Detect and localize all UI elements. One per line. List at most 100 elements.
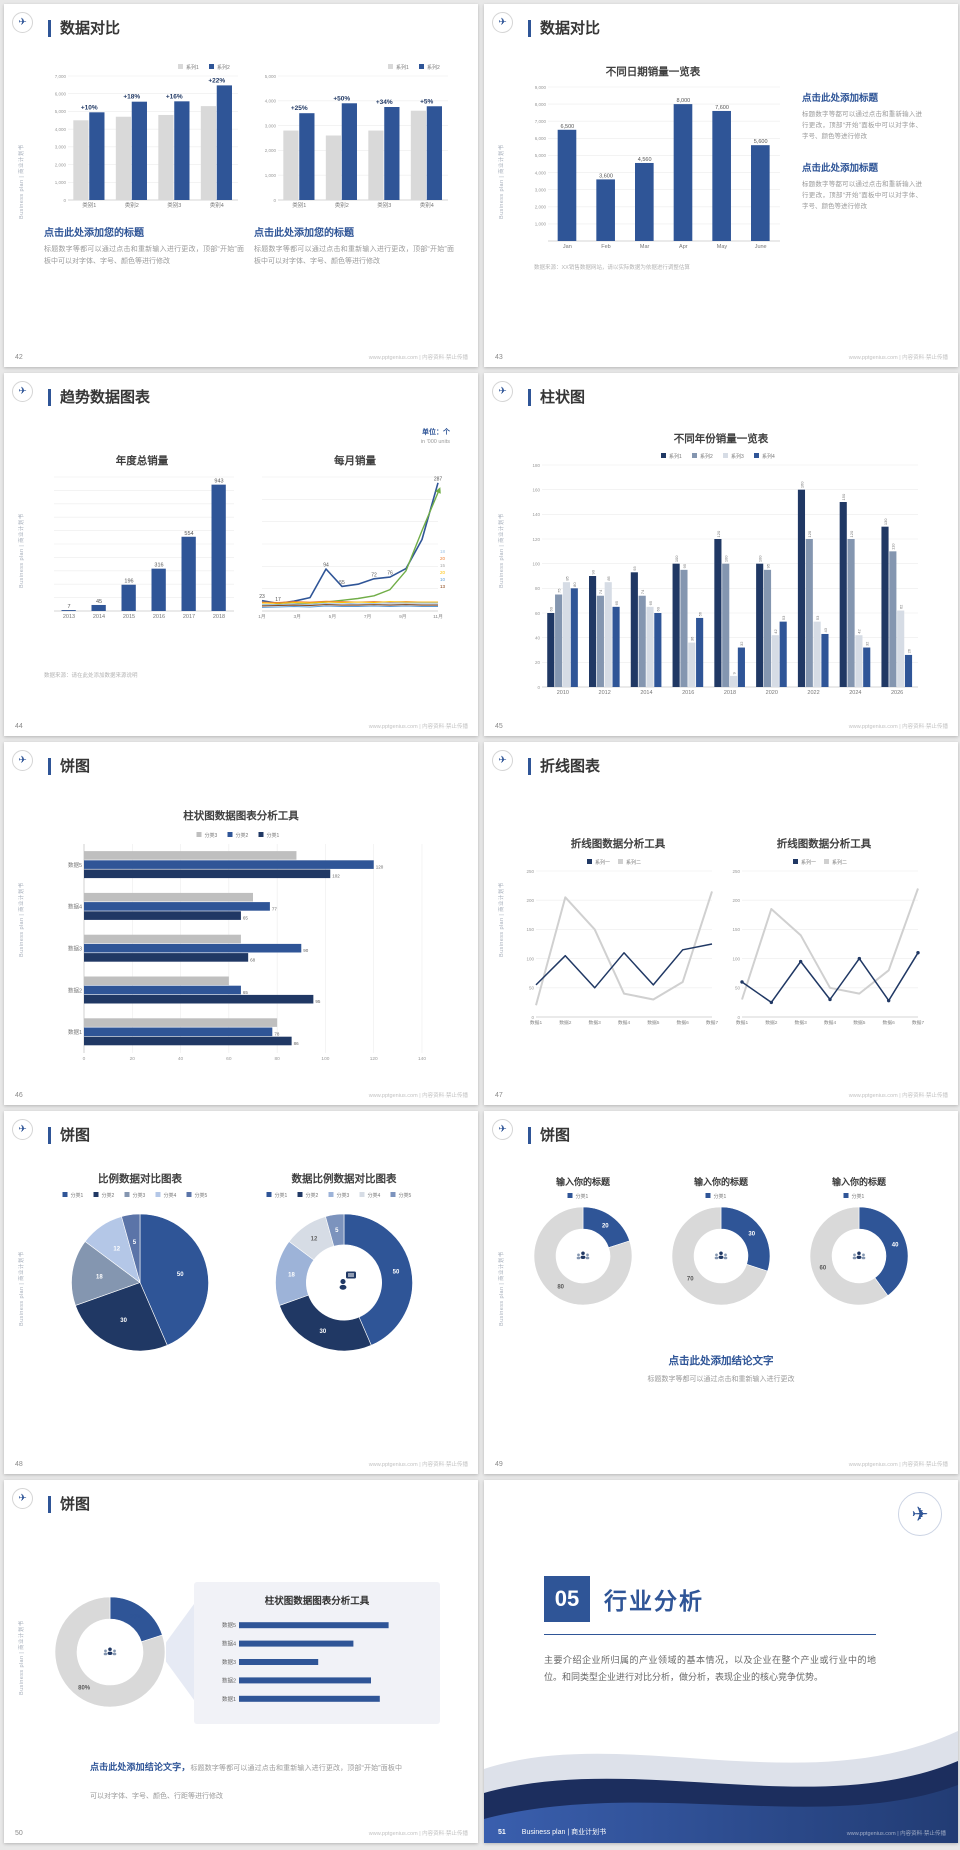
page-number: 48 [15,1461,23,1468]
svg-text:90: 90 [303,948,309,953]
slide-50[interactable]: ✈ Business plan | 商业计划书 饼图 20% 80% 柱状图数据图… [4,1480,478,1843]
slide-48[interactable]: ✈ Business plan | 商业计划书 饼图 比例数据对比图表 分类1 分… [4,1111,478,1474]
svg-text:2013: 2013 [63,614,75,620]
svg-text:系列2: 系列2 [217,64,230,71]
slide-46[interactable]: ✈ Business plan | 商业计划书 饼图 柱状图数据图表分析工具 分… [4,742,478,1105]
pie-chart: 分类1 分类2 分类3 分类4 分类5 50 30 18 12 5 [40,1190,240,1365]
svg-text:2017: 2017 [183,614,195,620]
svg-text:160: 160 [799,481,804,488]
slide-45[interactable]: ✈ Business plan | 商业计划书 柱状图 不同年份销量一览表 系列… [484,373,958,736]
sidebar-watermark: Business plan | 商业计划书 [499,144,505,219]
page-title: 趋势数据图表 [48,389,150,407]
svg-text:100: 100 [526,956,534,961]
brand-logo: ✈ [12,750,33,771]
svg-text:100: 100 [732,956,740,961]
svg-text:分类1: 分类1 [267,832,280,839]
donut-column: 输入你的标题 分类1 40 60 [790,1175,928,1311]
conclusion-paragraph: 点击此处添加结论文字，标题数字等都可以通过点击和重新输入进行更改，顶部“开始”面… [90,1752,402,1808]
svg-text:类别1: 类别1 [82,201,96,209]
svg-text:90: 90 [590,569,595,574]
svg-text:分类3: 分类3 [337,1192,350,1199]
svg-text:250: 250 [732,869,740,874]
svg-text:65: 65 [614,600,619,605]
svg-text:Apr: Apr [679,244,688,250]
svg-text:200: 200 [526,898,534,903]
slide-42[interactable]: ✈ Business plan | 商业计划书 数据对比 系列1 系列2 7,000… [4,4,478,367]
svg-text:100: 100 [674,555,679,562]
svg-text:120: 120 [370,1056,378,1062]
svg-text:2024: 2024 [849,690,861,696]
svg-text:分类4: 分类4 [368,1192,381,1199]
svg-text:93: 93 [632,566,637,571]
svg-text:5: 5 [335,1228,339,1234]
svg-text:数据5: 数据5 [68,861,82,869]
page-title: 饼图 [48,758,90,776]
svg-text:数据2: 数据2 [765,1019,778,1026]
slide-43[interactable]: ✈ Business plan | 商业计划书 数据对比 不同日期销量一览表 9… [484,4,958,367]
svg-text:5月: 5月 [329,614,336,620]
chart-title: 比例数据对比图表 [98,1173,182,1185]
svg-text:86: 86 [294,1041,300,1046]
svg-text:100: 100 [532,561,540,566]
svg-text:50: 50 [177,1272,184,1278]
page-title: 饼图 [48,1127,90,1145]
analysis-panel: 柱状图数据图表分析工具 数据5 数据4 数据3 数据2 数据1 [194,1582,440,1724]
slide-49[interactable]: ✈ Business plan | 商业计划书 饼图 输入你的标题 分类1 20 8… [484,1111,958,1474]
footer-site: www.pptgenius.com | 内容资料·禁止传播 [848,1093,948,1099]
svg-text:0: 0 [537,685,540,690]
svg-text:分类1: 分类1 [852,1193,865,1200]
svg-text:250: 250 [526,869,534,874]
svg-text:系列1: 系列1 [396,64,409,71]
svg-text:系列1: 系列1 [186,64,199,71]
svg-text:554: 554 [184,531,193,537]
footer-site: www.pptgenius.com | 内容资料·禁止传播 [848,724,948,730]
svg-text:287: 287 [434,476,443,482]
chart-title: 柱状图数据图表分析工具 [183,810,299,822]
chart-column-right: 每月销量 23 17 94 55 72 76 287 18 20 15 20 10 13 1月 3月 5月 7月… [252,453,458,623]
slide-51[interactable]: ✈ 05 行业分析 主要介绍企业所归属的产业领域的基本情况，以及企业在整个产业或… [484,1480,958,1843]
caption-body: 标题数字等都可以通过点击和重新输入进行更改，顶部“开始”面板中可以对字体、字号、… [254,246,454,265]
unit-label: 单位：个 [422,429,450,436]
svg-text:30: 30 [748,1232,755,1238]
svg-text:20: 20 [440,570,446,575]
chart-title: 不同年份销量一览表 [673,433,769,445]
section-body: 主要介绍企业所归属的产业领域的基本情况，以及企业在整个产业或行业中的地位。和同类… [544,1655,876,1683]
svg-text:42: 42 [857,628,862,633]
svg-text:系列二: 系列二 [832,859,847,866]
svg-text:2018: 2018 [213,614,225,620]
svg-text:70: 70 [687,1276,694,1282]
svg-text:13: 13 [440,584,446,589]
svg-text:June: June [755,244,767,250]
footer-site: www.pptgenius.com | 内容资料·禁止传播 [368,1831,468,1837]
pie-column-left: 比例数据对比图表 分类1 分类2 分类3 分类4 分类5 50 30 18 12 5 [40,1171,240,1365]
chart-title: 折线图数据分析工具 [776,838,872,850]
svg-text:系列2: 系列2 [427,64,440,71]
pie-column-right: 数据比例数据对比图表 分类1 分类2 分类3 分类4 分类5 50 30 18 12 5 [244,1171,444,1365]
svg-text:15: 15 [440,563,446,568]
svg-text:3月: 3月 [293,614,300,620]
svg-text:30: 30 [120,1318,127,1324]
slide-44[interactable]: ✈ Business plan | 商业计划书 趋势数据图表 单位：个 in '… [4,373,478,736]
grouped-bar-chart: 系列1 系列2 系列3 系列4 180 160 140 120 100 80 60 40 20 0 60 75… [522,451,924,701]
svg-text:数据5: 数据5 [647,1019,660,1026]
svg-text:3,000: 3,000 [265,123,277,128]
brand-logo: ✈ [898,1492,942,1536]
svg-text:5,000: 5,000 [265,74,277,79]
svg-text:数据2: 数据2 [68,986,82,994]
svg-text:9月: 9月 [399,614,406,620]
svg-text:3,600: 3,600 [599,173,613,179]
page-title: 折线图表 [528,758,600,776]
donut-title: 输入你的标题 [831,1177,886,1187]
svg-text:4,000: 4,000 [55,127,67,132]
svg-text:130: 130 [883,518,888,525]
svg-text:316: 316 [154,563,163,569]
svg-text:+16%: +16% [166,93,183,100]
svg-text:分类5: 分类5 [399,1192,412,1199]
slide-47[interactable]: ✈ Business plan | 商业计划书 折线图表 折线图数据分析工具 系… [484,742,958,1105]
svg-text:95: 95 [682,563,687,568]
donut-chart: 分类1 40 60 [790,1191,928,1311]
section-title: 行业分析 [604,1588,704,1614]
svg-text:2012: 2012 [599,690,611,696]
svg-text:17: 17 [275,597,281,603]
decorative-curves [484,1731,958,1843]
